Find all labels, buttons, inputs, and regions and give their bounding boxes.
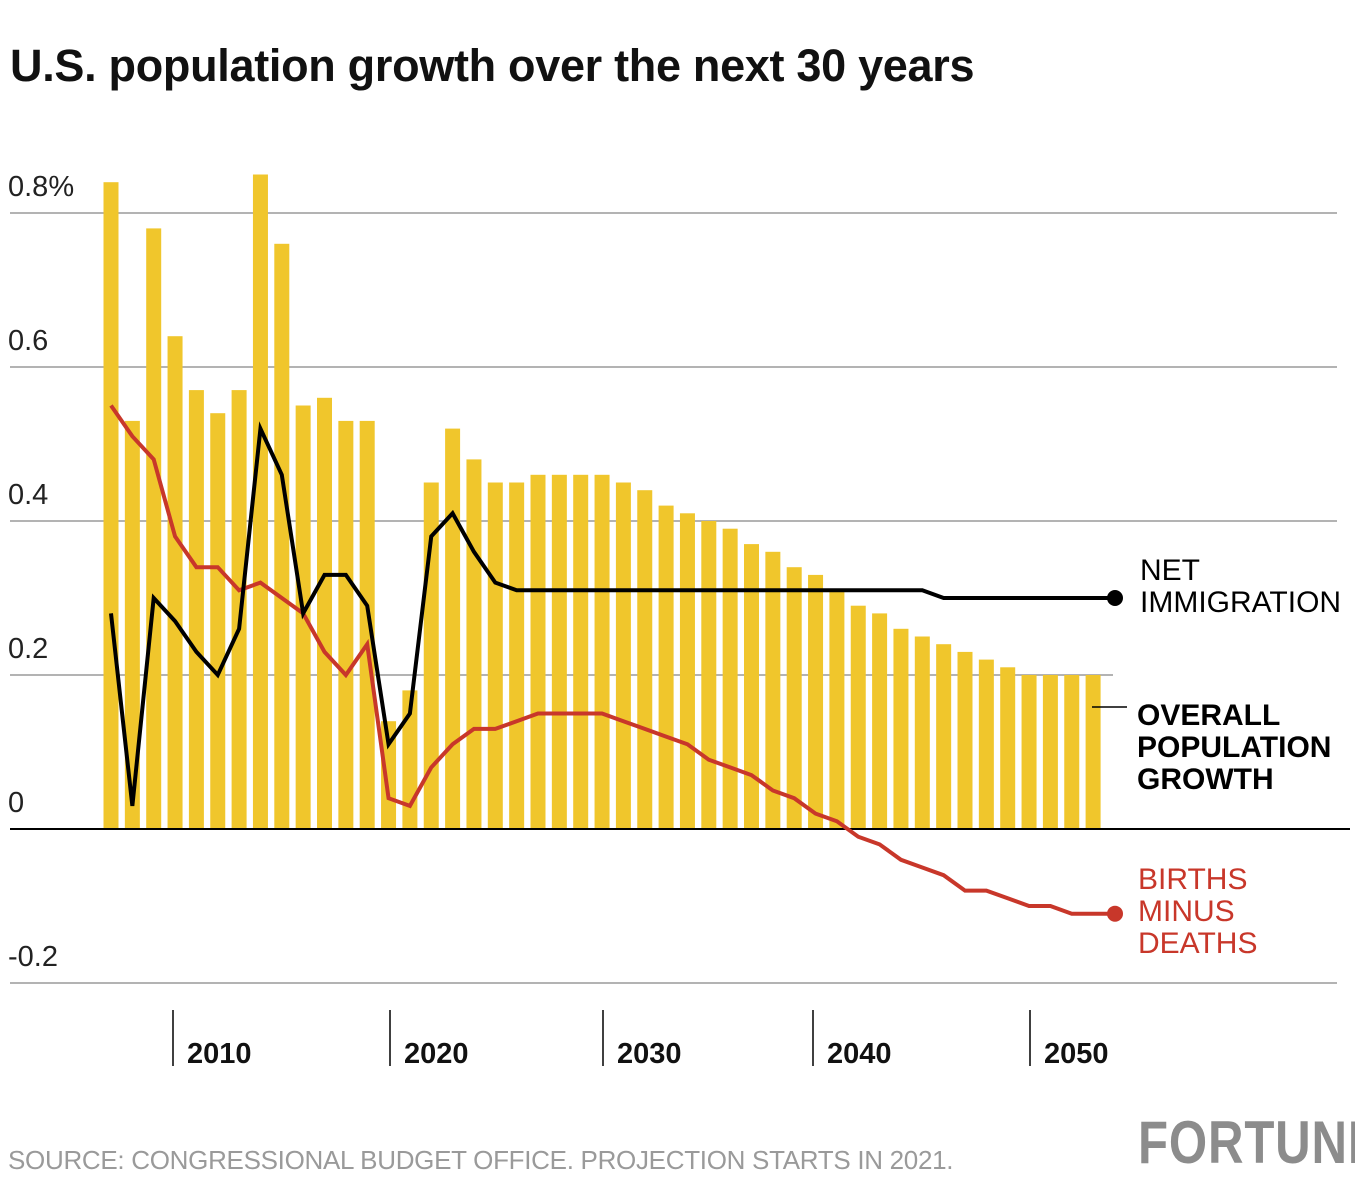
chart-title: U.S. population growth over the next 30 … — [10, 40, 975, 91]
bar — [274, 243, 290, 830]
bar — [359, 420, 375, 829]
bar — [722, 528, 738, 829]
births-minus-deaths-label: BIRTHS — [1138, 863, 1247, 896]
y-tick-label: 0.2 — [8, 633, 48, 665]
net-immigration-line — [109, 421, 1115, 807]
bar — [765, 551, 781, 829]
y-tick-label: 0.4 — [8, 479, 48, 511]
net-immigration-label: NET — [1140, 554, 1200, 587]
bar — [551, 474, 567, 829]
bar — [573, 474, 589, 829]
bar — [914, 636, 930, 829]
bar — [893, 628, 909, 829]
bar — [466, 459, 482, 829]
y-tick-label: 0.8% — [8, 171, 74, 203]
bar — [1042, 675, 1058, 829]
bar — [936, 644, 952, 829]
bar — [124, 420, 140, 829]
bar — [1021, 675, 1037, 829]
bar — [744, 544, 759, 829]
x-tick-label: 2010 — [187, 1038, 252, 1070]
bar — [957, 651, 973, 829]
x-tick-label: 2040 — [827, 1038, 892, 1070]
y-tick-label: -0.2 — [8, 941, 58, 973]
bar — [679, 513, 695, 829]
bar — [978, 659, 994, 829]
net-immigration-end-dot — [1107, 590, 1123, 606]
x-tick-label: 2020 — [404, 1038, 469, 1070]
bar — [530, 474, 546, 829]
births-minus-deaths-line — [109, 404, 1115, 916]
bar — [1064, 675, 1080, 829]
bar — [338, 420, 354, 829]
bar — [252, 174, 268, 829]
bar — [445, 428, 461, 829]
bar — [615, 482, 631, 829]
bar — [1085, 675, 1101, 829]
source-note: SOURCE: CONGRESSIONAL BUDGET OFFICE. PRO… — [8, 1145, 954, 1175]
bar — [487, 482, 503, 829]
births-minus-deaths-label: DEATHS — [1138, 927, 1257, 960]
bar — [146, 228, 162, 829]
fortune-logo: FORTUNE — [1138, 1109, 1355, 1176]
y-tick-label: 0 — [8, 787, 24, 819]
bar — [103, 182, 119, 829]
births-minus-deaths-end-dot — [1107, 905, 1123, 922]
bar — [381, 721, 397, 829]
bar — [167, 336, 183, 829]
bar — [786, 567, 802, 829]
overall-growth-label: POPULATION — [1137, 731, 1331, 764]
births-minus-deaths-label: MINUS — [1138, 895, 1235, 928]
overall-growth-label: OVERALL — [1137, 699, 1280, 732]
x-tick-label: 2030 — [617, 1038, 682, 1070]
bar — [509, 482, 525, 829]
bar — [850, 605, 866, 829]
bar — [658, 505, 674, 829]
bar — [231, 390, 247, 829]
bar — [594, 474, 610, 829]
bar — [1000, 667, 1016, 829]
overall-growth-label: GROWTH — [1137, 763, 1274, 796]
bar — [402, 690, 418, 829]
bar — [188, 390, 204, 829]
bar — [829, 590, 845, 829]
bars-group — [103, 174, 1101, 830]
net-immigration-label: IMMIGRATION — [1140, 586, 1341, 619]
y-tick-label: 0.6 — [8, 325, 48, 357]
x-tick-label: 2050 — [1044, 1038, 1109, 1070]
bar — [637, 490, 653, 829]
bar — [701, 521, 717, 829]
bar — [808, 574, 824, 829]
bar — [317, 397, 332, 829]
bar — [210, 413, 226, 829]
bar — [872, 613, 888, 829]
